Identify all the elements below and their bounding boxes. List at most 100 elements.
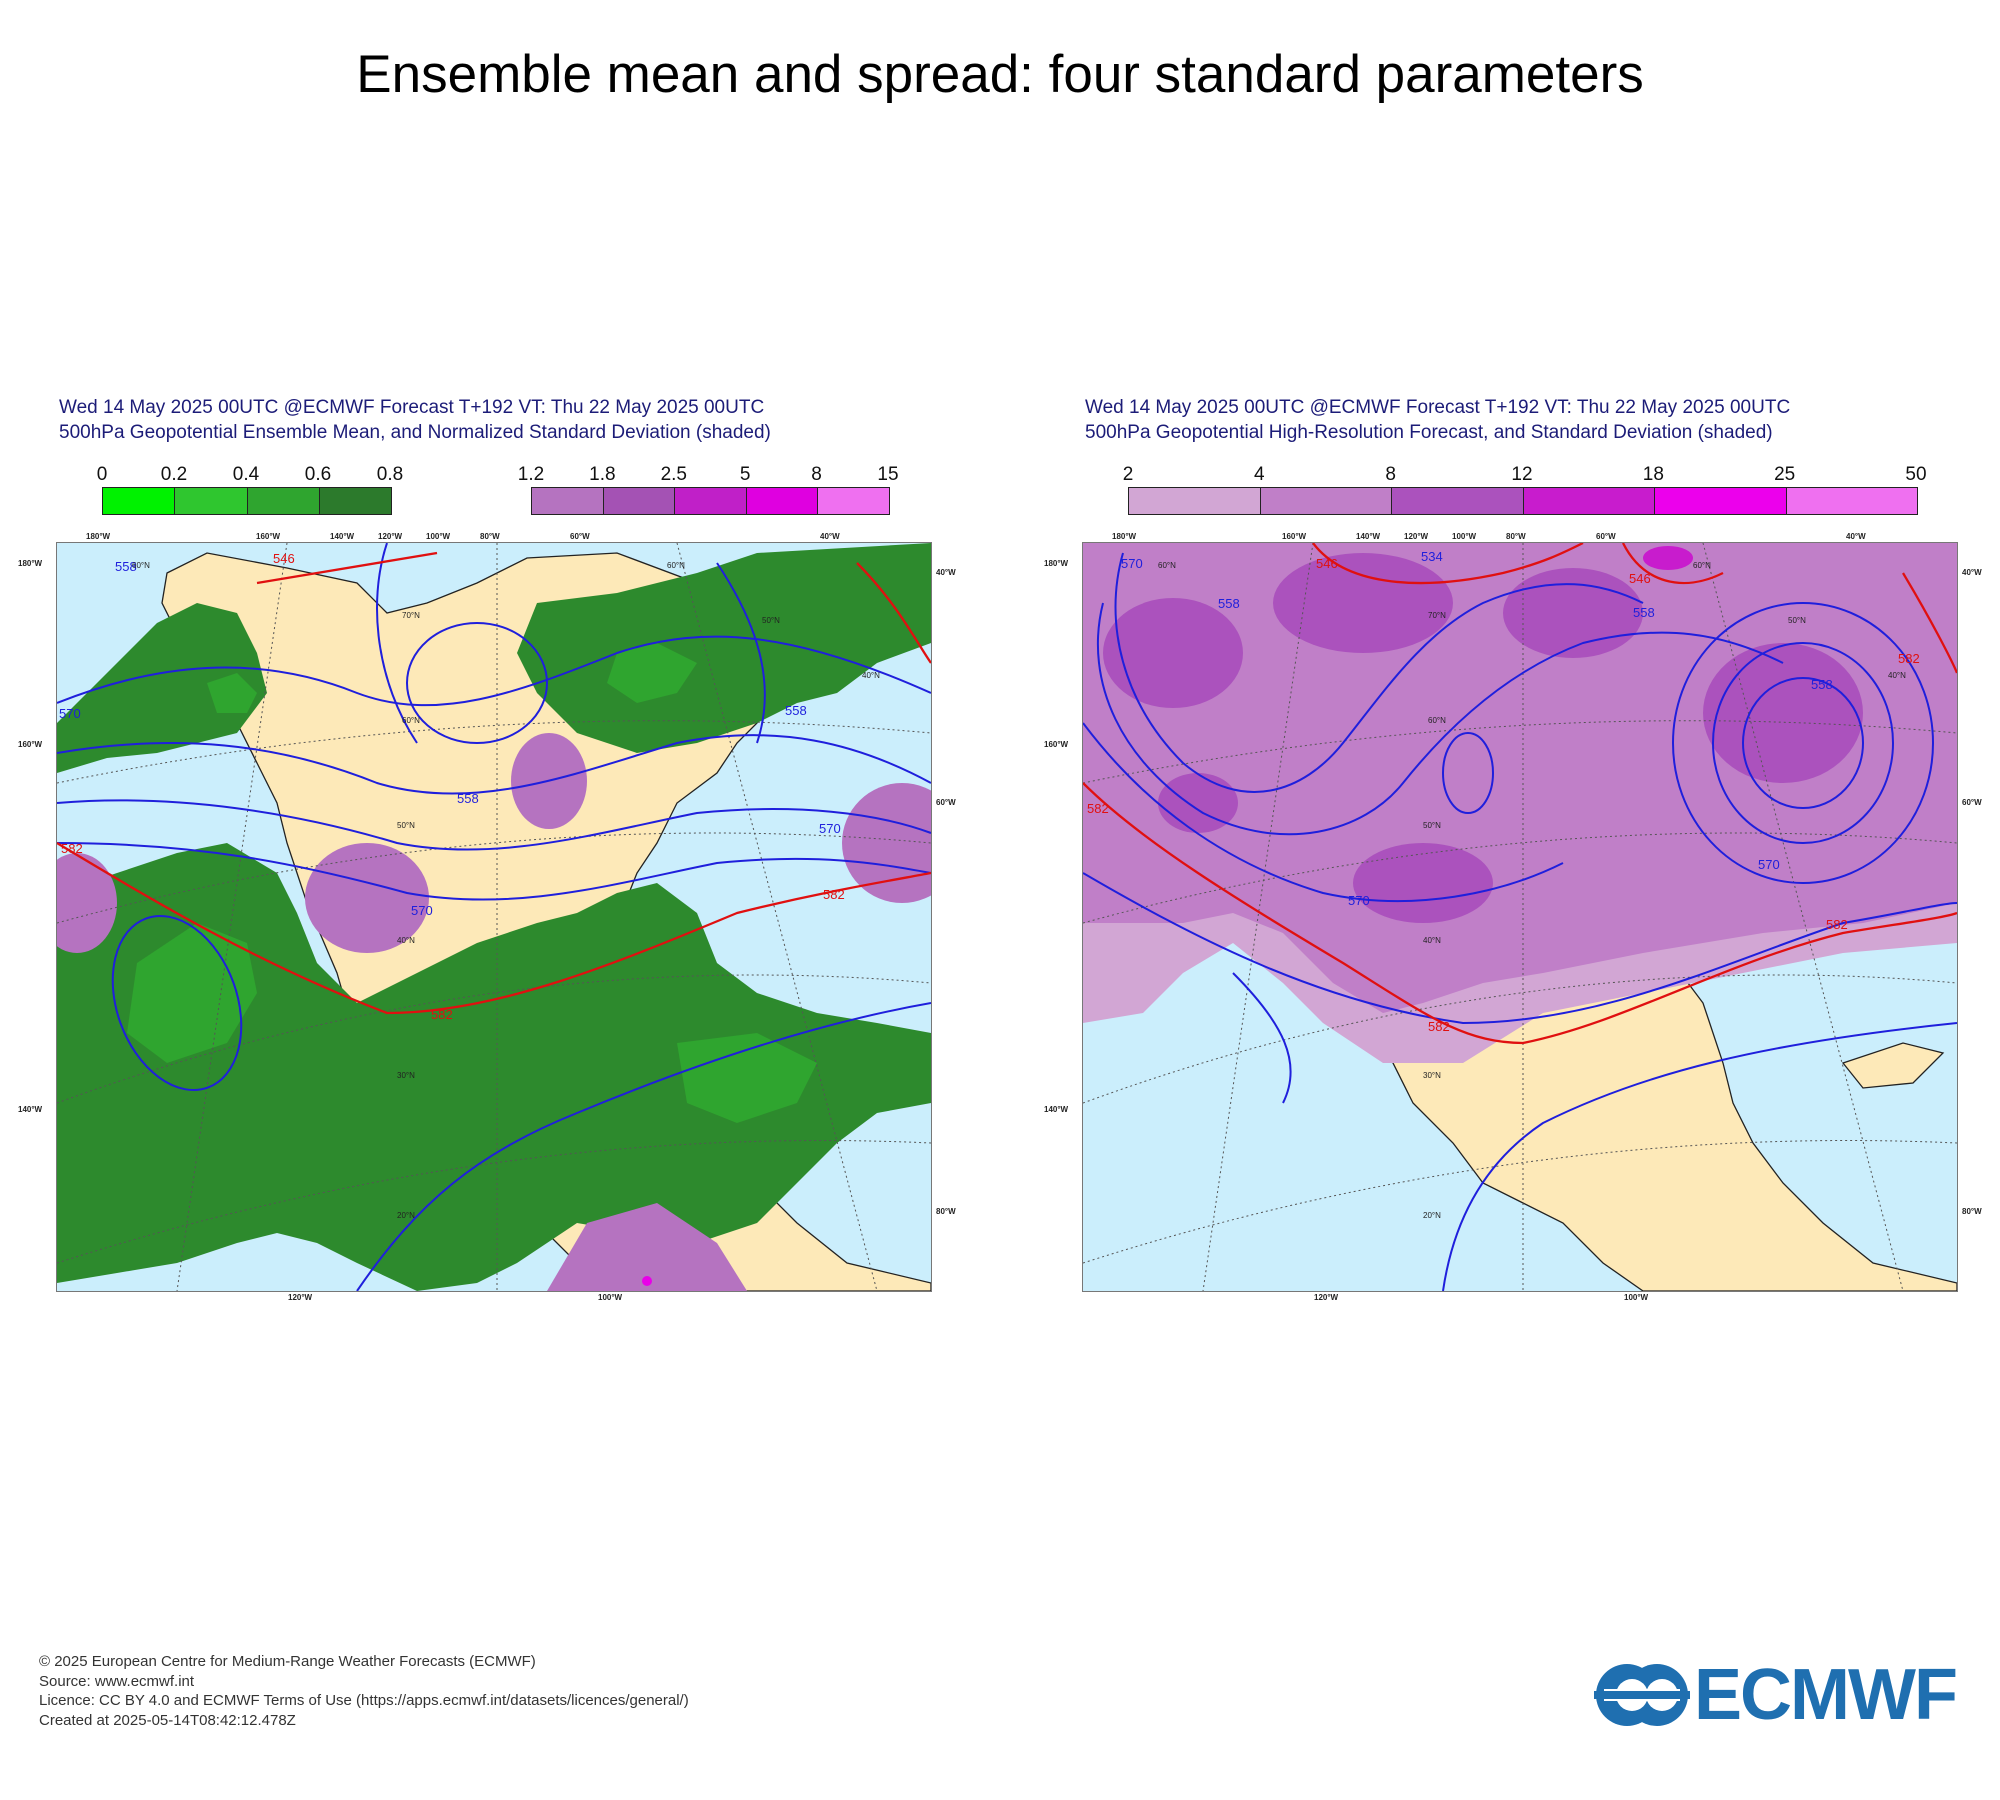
lat-label: 60°N bbox=[1428, 716, 1446, 725]
contour-label: 546 bbox=[1316, 556, 1338, 571]
lon-label: 180°W bbox=[1112, 532, 1137, 541]
header-line-2: 500hPa Geopotential Ensemble Mean, and N… bbox=[59, 422, 771, 443]
graticule bbox=[1083, 543, 1957, 1291]
lat-label: 30°N bbox=[1423, 1071, 1441, 1080]
lat-label: 40°N bbox=[1888, 671, 1906, 680]
lon-label: 160°W bbox=[1044, 740, 1069, 749]
lon-label: 100°W bbox=[426, 532, 451, 541]
lon-label: 160°W bbox=[18, 740, 43, 749]
lat-label: 70°N bbox=[1428, 611, 1446, 620]
contour-label: 558 bbox=[785, 703, 807, 718]
lon-label: 120°W bbox=[378, 532, 403, 541]
colorbar-tick: 0 bbox=[96, 464, 108, 485]
contour-label: 582 bbox=[1826, 917, 1848, 932]
map-canvas: 570 558 546 534 546 558 558 582 582 570 … bbox=[1083, 543, 1957, 1291]
footer-credits: © 2025 European Centre for Medium-Range … bbox=[39, 1652, 689, 1730]
colorbar-green-ticks: 0 0.2 0.4 0.6 0.8 bbox=[97, 464, 404, 486]
lat-label: 30°N bbox=[397, 1071, 415, 1080]
contour-label: 558 bbox=[457, 791, 479, 806]
copyright-line: © 2025 European Centre for Medium-Range … bbox=[39, 1653, 536, 1670]
contour-label: 534 bbox=[1421, 549, 1443, 564]
lon-label: 140°W bbox=[1356, 532, 1381, 541]
graticule-labels: 60°N 70°N 60°N 50°N 40°N 30°N 20°N 50°N … bbox=[132, 561, 880, 1220]
lon-label: 140°W bbox=[18, 1105, 43, 1114]
panel-ensemble-mean: Wed 14 May 2025 00UTC @ECMWF Forecast T+… bbox=[18, 395, 956, 1315]
lat-label: 70°N bbox=[402, 611, 420, 620]
lon-label: 140°W bbox=[330, 532, 355, 541]
lon-label: 180°W bbox=[1044, 559, 1069, 568]
lon-label: 40°W bbox=[1962, 568, 1982, 577]
contour-label: 546 bbox=[1629, 571, 1651, 586]
colorbar-tick: 18 bbox=[1642, 464, 1664, 485]
lat-label: 40°N bbox=[862, 671, 880, 680]
lon-label: 140°W bbox=[1044, 1105, 1069, 1114]
lon-label: 120°W bbox=[288, 1293, 313, 1302]
contour-label: 582 bbox=[1087, 801, 1109, 816]
lon-label: 60°W bbox=[936, 798, 956, 807]
lon-label: 80°W bbox=[480, 532, 500, 541]
lon-label: 40°W bbox=[936, 568, 956, 577]
contour-label: 570 bbox=[411, 903, 433, 918]
lat-label: 60°N bbox=[402, 716, 420, 725]
page-title: Ensemble mean and spread: four standard … bbox=[356, 45, 1644, 104]
lon-label: 160°W bbox=[256, 532, 281, 541]
contour-label: 582 bbox=[1428, 1019, 1450, 1034]
lon-label: 60°W bbox=[1596, 532, 1616, 541]
colorbar-tick: 0.6 bbox=[304, 464, 332, 485]
contour-labels: 558 558 558 570 570 570 582 582 582 546 bbox=[59, 551, 845, 1022]
colorbar-tick: 2 bbox=[1122, 464, 1134, 485]
lon-label: 80°W bbox=[1962, 1207, 1982, 1216]
colorbar-tick: 25 bbox=[1774, 464, 1796, 485]
contours-red bbox=[57, 551, 931, 1015]
colorbar-tick: 0.2 bbox=[160, 464, 188, 485]
map-hres-forecast: 570 558 546 534 546 558 558 582 582 570 … bbox=[1082, 542, 1958, 1292]
created-line: Created at 2025-05-14T08:42:12.478Z bbox=[39, 1711, 296, 1729]
lon-label: 100°W bbox=[598, 1293, 623, 1302]
lon-label: 60°W bbox=[1962, 798, 1982, 807]
colorbar-tick: 5 bbox=[739, 464, 751, 485]
lat-label: 40°N bbox=[1423, 936, 1441, 945]
graticule-labels: 60°N 70°N 60°N 50°N 40°N 30°N 20°N 50°N … bbox=[1158, 561, 1906, 1220]
colorbar-tick: 1.2 bbox=[517, 464, 545, 485]
lat-label: 40°N bbox=[397, 936, 415, 945]
ecmwf-logo: ECMWF bbox=[1594, 1655, 1968, 1735]
colorbar-tick: 0.4 bbox=[232, 464, 260, 485]
lon-label: 80°W bbox=[1506, 532, 1526, 541]
contour-label: 570 bbox=[1758, 857, 1780, 872]
contour-label: 582 bbox=[61, 841, 83, 856]
lon-label: 40°W bbox=[1846, 532, 1866, 541]
contour-label: 570 bbox=[59, 706, 81, 721]
contour-label: 570 bbox=[1121, 556, 1143, 571]
lat-label: 60°N bbox=[132, 561, 150, 570]
lon-label: 100°W bbox=[1624, 1293, 1649, 1302]
contour-label: 570 bbox=[819, 821, 841, 836]
contour-label: 558 bbox=[1218, 596, 1240, 611]
colorbar-tick: 15 bbox=[877, 464, 899, 485]
green-shading-light bbox=[127, 643, 817, 1123]
panel-hres-forecast: Wed 14 May 2025 00UTC @ECMWF Forecast T+… bbox=[1044, 395, 1982, 1315]
lon-label: 40°W bbox=[820, 532, 840, 541]
header-line-2: 500hPa Geopotential High-Resolution Fore… bbox=[1085, 422, 1773, 443]
colorbar-tick: 8 bbox=[811, 464, 822, 485]
contour-label: 558 bbox=[1633, 605, 1655, 620]
lon-label: 80°W bbox=[936, 1207, 956, 1216]
lon-label: 60°W bbox=[570, 532, 590, 541]
lat-label: 60°N bbox=[1158, 561, 1176, 570]
colorbar-ticks: 2 4 8 12 18 25 50 bbox=[1123, 464, 1927, 486]
colorbar-purple bbox=[1128, 487, 1918, 515]
lat-label: 50°N bbox=[1423, 821, 1441, 830]
contour-label: 582 bbox=[823, 887, 845, 902]
lat-label: 60°N bbox=[667, 561, 685, 570]
contour-label: 582 bbox=[1898, 651, 1920, 666]
lat-label: 20°N bbox=[1423, 1211, 1441, 1220]
lon-label: 100°W bbox=[1452, 532, 1477, 541]
colorbar-tick: 50 bbox=[1905, 464, 1927, 485]
lat-label: 50°N bbox=[762, 616, 780, 625]
contours-blue bbox=[1083, 552, 1957, 1291]
colorbar-purple bbox=[531, 487, 890, 515]
colorbar-tick: 1.8 bbox=[589, 464, 616, 485]
contour-labels: 570 558 546 534 546 558 558 582 582 570 … bbox=[1087, 549, 1920, 1034]
licence-line: Licence: CC BY 4.0 and ECMWF Terms of Us… bbox=[39, 1692, 689, 1709]
ecmwf-logo-text: ECMWF bbox=[1694, 1655, 1958, 1735]
lon-label: 180°W bbox=[86, 532, 111, 541]
